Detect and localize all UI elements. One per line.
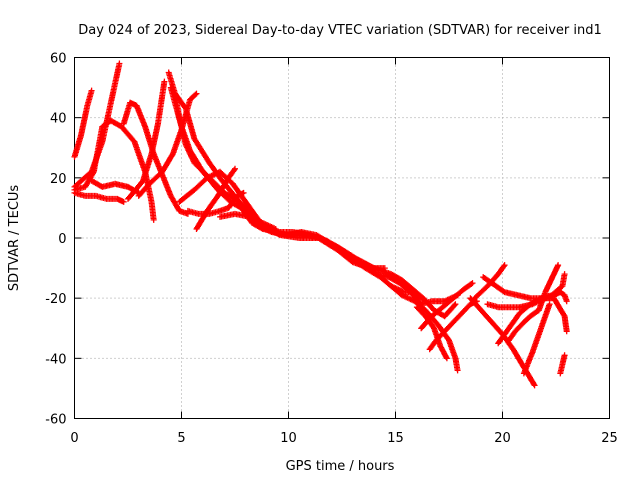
axis-ticks (74, 57, 610, 419)
series-track-10 (167, 84, 461, 308)
series-markers (165, 69, 459, 320)
series-markers (167, 84, 461, 308)
x-tick-label: 15 (387, 431, 404, 446)
series-track-18 (426, 298, 480, 353)
series-track-25 (505, 262, 562, 344)
data-series (71, 60, 570, 389)
x-axis-label: GPS time / hours (286, 459, 395, 474)
x-tick-label: 0 (70, 431, 78, 446)
series-track-1 (71, 87, 95, 160)
y-axis-label: SDTVAR / TECUs (7, 185, 22, 292)
y-tick-label: 20 (50, 172, 67, 187)
y-tick-label: -20 (45, 292, 66, 307)
x-tick-label: 10 (280, 431, 297, 446)
y-tick-labels: 60 40 20 0 -20 -40 -60 (45, 52, 66, 428)
series-track-19 (418, 280, 476, 332)
x-tick-labels: 0 5 10 15 20 25 (70, 431, 617, 446)
series-track-27 (557, 352, 568, 377)
x-tick-label: 25 (601, 431, 618, 446)
series-track-14 (217, 210, 279, 232)
series-markers (467, 295, 538, 389)
series-markers (418, 280, 476, 332)
y-tick-label: 40 (50, 112, 67, 127)
y-tick-label: -40 (45, 352, 66, 367)
y-tick-label: -60 (45, 413, 66, 428)
series-track-15 (184, 189, 247, 217)
series-markers (217, 210, 279, 232)
series-track-9 (165, 69, 459, 320)
series-markers (505, 262, 562, 344)
series-track-4 (71, 189, 127, 205)
x-tick-label: 5 (177, 431, 185, 446)
x-tick-label: 20 (494, 431, 511, 446)
series-track-22 (467, 295, 538, 389)
y-tick-label: 60 (50, 52, 67, 67)
series-markers (557, 352, 568, 377)
y-tick-label: 0 (58, 232, 66, 247)
series-markers (184, 189, 247, 217)
series-markers (426, 298, 480, 353)
series-markers (520, 301, 553, 377)
grid-lines (74, 57, 610, 419)
chart-title: Day 024 of 2023, Sidereal Day-to-day VTE… (78, 23, 602, 38)
series-track-26 (520, 301, 553, 377)
series-markers (71, 189, 127, 205)
series-markers (71, 87, 95, 160)
